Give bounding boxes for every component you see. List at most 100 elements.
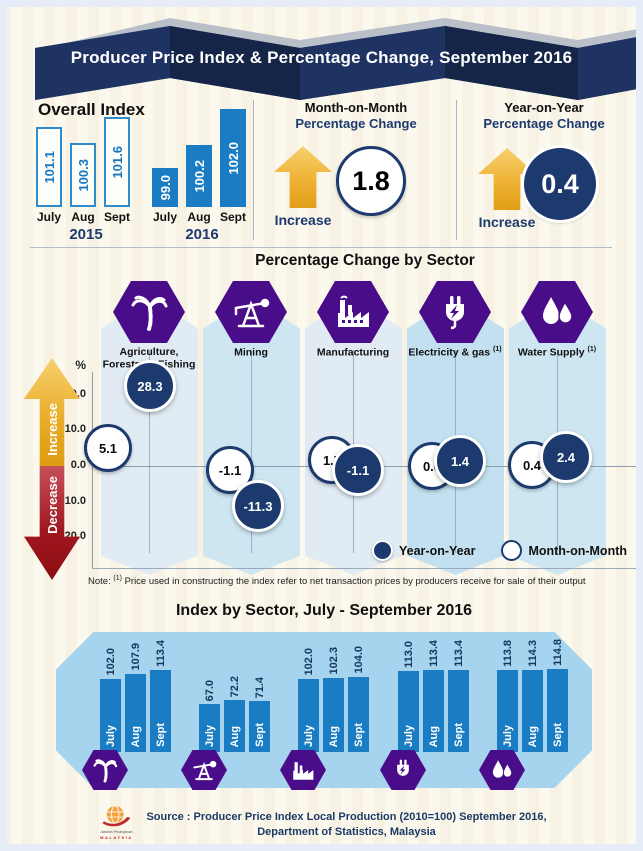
bar-value: 101.6	[109, 145, 125, 179]
bar-month-label: Sept	[154, 723, 167, 747]
mom-bubble-agriculture: 5.1	[84, 424, 132, 472]
bar-value: 114.3	[526, 640, 539, 667]
index-bars-mining: 67.0 July 72.2 Aug 71.4 Sept	[199, 676, 270, 752]
bar-month-label: Aug	[187, 210, 211, 224]
mining-hexagon-small	[181, 750, 227, 790]
bar-value: 113.4	[427, 640, 440, 667]
ribbon-banner-graphic	[35, 18, 643, 100]
index-bar: July	[398, 671, 419, 752]
electricity-hexagon-small	[380, 750, 426, 790]
bar-month-label: July	[36, 210, 61, 224]
index-bar: Sept	[249, 701, 270, 752]
bar-2016-july: 99.0	[152, 168, 178, 207]
bar-value: 102.0	[225, 141, 241, 175]
bar-month-label: Aug	[129, 725, 142, 747]
yoy-bubble-mining: -11.3	[232, 480, 284, 532]
bar-value: 102.0	[302, 648, 315, 676]
bar-value: 71.4	[253, 676, 266, 698]
bar-month-label: July	[501, 724, 514, 747]
bar-value: 100.2	[191, 159, 207, 193]
bar-value: 107.9	[129, 643, 142, 671]
yoy-bubble-electricity: 1.4	[434, 435, 486, 487]
panel-divider	[456, 100, 457, 240]
manufacturing-hexagon-small	[280, 750, 326, 790]
sector-label-water: Water Supply (1)	[517, 346, 597, 359]
chart-bottom-line	[92, 568, 638, 569]
yoy-value-circle: 0.4	[524, 148, 596, 220]
overall-index-2015-bars: 101.1 July 100.3 Aug 101.6 Sept	[36, 104, 130, 224]
yoy-bubble-water: 2.4	[540, 431, 592, 483]
yoy-legend-dot-icon	[372, 540, 393, 561]
index-bars-agriculture: 102.0 July 107.9 Aug 113.4 Sept	[100, 640, 171, 752]
bar-column: 102.0 Sept	[220, 109, 246, 224]
bar-value: 113.4	[154, 640, 167, 667]
logo-caption-line2: MALAYSIA	[100, 835, 133, 840]
source-text: Source : Producer Price Index Local Prod…	[146, 804, 546, 840]
bar-value: 67.0	[203, 679, 216, 701]
factory-icon	[293, 762, 314, 780]
page-title: Producer Price Index & Percentage Change…	[70, 48, 573, 67]
source-line1: Source : Producer Price Index Local Prod…	[146, 811, 547, 823]
manufacturing-hexagon	[317, 281, 389, 343]
bar-value: 102.3	[327, 647, 340, 675]
bar-month-label: Aug	[71, 210, 95, 224]
overall-index-2016-bars: 99.0 July 100.2 Aug 102.0 Sept	[152, 104, 246, 224]
index-bars-manufacturing: 102.0 July 102.3 Aug 104.0 Sept	[298, 646, 369, 752]
index-bar: Aug	[224, 700, 245, 752]
mom-legend-dot-icon	[501, 540, 523, 561]
bar-column: 100.2 Aug	[186, 145, 212, 224]
bar-month-label: Sept	[253, 723, 266, 747]
electricity-hexagon	[419, 281, 491, 343]
footnote: Note: (1) Price used in constructing the…	[88, 575, 586, 588]
bar-value: 113.4	[452, 640, 465, 667]
agriculture-hexagon-small	[82, 750, 128, 790]
index-bar: Aug	[323, 678, 344, 752]
chart-legend: Year-on-Year Month-on-Month	[372, 540, 627, 561]
oil-derrick-icon	[193, 760, 217, 781]
bar-value: 99.0	[157, 174, 173, 201]
bar-2015-aug: 100.3	[70, 143, 96, 207]
bar-2016-aug: 100.2	[186, 145, 212, 207]
index-bars-electricity: 113.0 July 113.4 Aug 113.4 Sept	[398, 640, 469, 752]
index-bar: Sept	[448, 670, 469, 752]
bar-month-label: Aug	[427, 725, 440, 747]
yoy-bubble-agriculture: 28.3	[124, 360, 176, 412]
bar-2015-sept: 101.6	[104, 117, 130, 207]
index-bar: July	[298, 679, 319, 752]
index-bars-water: 113.8 July 114.3 Aug 114.8 Sept	[497, 639, 568, 752]
bar-value: 102.0	[104, 648, 117, 676]
index-bar: Sept	[150, 670, 171, 752]
axis-tick: -10.0	[60, 495, 86, 507]
bar-2016-sept: 102.0	[220, 109, 246, 207]
footer: Jabatan Perangkaan MALAYSIA Source : Pro…	[0, 804, 643, 840]
mom-increase-label: Increase	[274, 212, 332, 228]
yoy-bubble-manufacturing: -1.1	[332, 444, 384, 496]
section-divider	[30, 247, 612, 248]
panel-divider	[253, 100, 254, 240]
mom-heading-line2: Percentage Change	[295, 116, 417, 132]
palm-tree-icon	[93, 759, 118, 783]
index-bar: Aug	[423, 670, 444, 752]
bar-month-label: July	[104, 724, 117, 747]
bar-value: 113.8	[501, 640, 514, 667]
legend-year-on-year: Year-on-Year	[372, 540, 475, 561]
logo-caption-line1: Jabatan Perangkaan	[100, 830, 133, 834]
yoy-heading-line2: Percentage Change	[483, 116, 605, 132]
electric-plug-icon	[397, 759, 409, 776]
bar-month-label: Aug	[228, 725, 241, 747]
bar-value: 104.0	[352, 646, 365, 674]
palm-tree-icon	[131, 295, 168, 331]
bar-value: 101.1	[41, 150, 57, 184]
sector-label-mining: Mining	[234, 346, 268, 359]
mining-hexagon	[215, 281, 287, 343]
decrease-arrow-icon: Decrease	[24, 466, 80, 580]
bar-month-label: Sept	[452, 723, 465, 747]
bar-month-label: Sept	[352, 723, 365, 747]
axis-tick: 0.0	[70, 459, 86, 471]
bar-column: 100.3 Aug	[70, 143, 96, 224]
water-drops-icon	[492, 760, 513, 778]
mom-value: 1.8	[352, 165, 390, 196]
bar-month-label: July	[203, 724, 216, 747]
bar-month-label: July	[302, 724, 315, 747]
